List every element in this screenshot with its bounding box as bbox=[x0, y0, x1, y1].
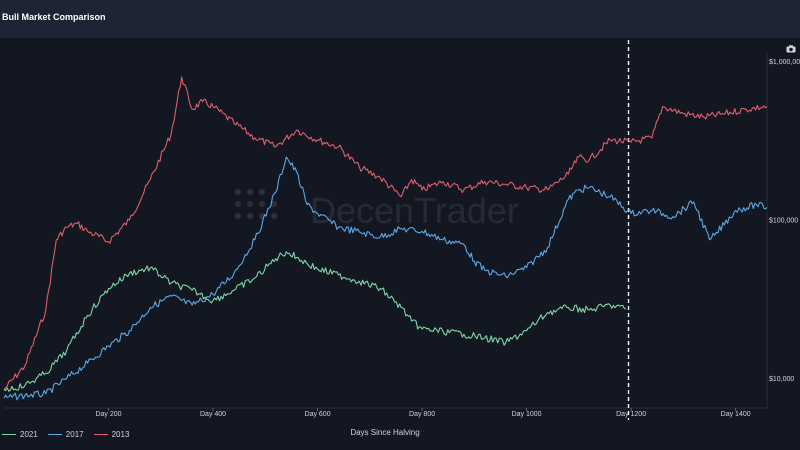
legend-label-2021: 2021 bbox=[20, 429, 38, 439]
x-tick-label: Day 400 bbox=[200, 411, 226, 418]
x-tick-label: Day 800 bbox=[409, 411, 435, 418]
chart-header: Bull Market Comparison bbox=[0, 0, 800, 38]
x-tick-label: Day 200 bbox=[95, 411, 121, 418]
legend-item-2021[interactable]: 2021 bbox=[2, 430, 38, 439]
legend-label-2013: 2013 bbox=[111, 429, 130, 439]
legend-swatch-2021 bbox=[2, 433, 16, 435]
camera-icon[interactable] bbox=[786, 45, 796, 53]
chart-legend: 2021 2017 2013 bbox=[2, 428, 139, 440]
series-line-2013 bbox=[3, 76, 768, 390]
series-line-2017 bbox=[3, 156, 768, 401]
series-line-2021 bbox=[3, 251, 627, 392]
legend-swatch-2013 bbox=[93, 433, 108, 435]
x-tick-label: Day 600 bbox=[305, 411, 331, 418]
x-tick-label: Day 1000 bbox=[512, 411, 542, 418]
chart-title: Bull Market Comparison bbox=[2, 12, 106, 22]
x-axis-title: Days Since Halving bbox=[350, 428, 420, 437]
y-tick-label: $100,000 bbox=[769, 217, 798, 224]
legend-label-2017: 2017 bbox=[65, 429, 84, 439]
legend-item-2017[interactable]: 2017 bbox=[47, 429, 84, 439]
y-tick-label: $10,000 bbox=[769, 376, 794, 383]
y-tick-label: $1,000,000 bbox=[769, 59, 800, 66]
legend-swatch-2017 bbox=[47, 433, 62, 435]
legend-item-2013[interactable]: 2013 bbox=[93, 429, 130, 439]
x-tick-label: Day 1200 bbox=[616, 411, 646, 418]
x-tick-label: Day 1400 bbox=[721, 411, 751, 418]
